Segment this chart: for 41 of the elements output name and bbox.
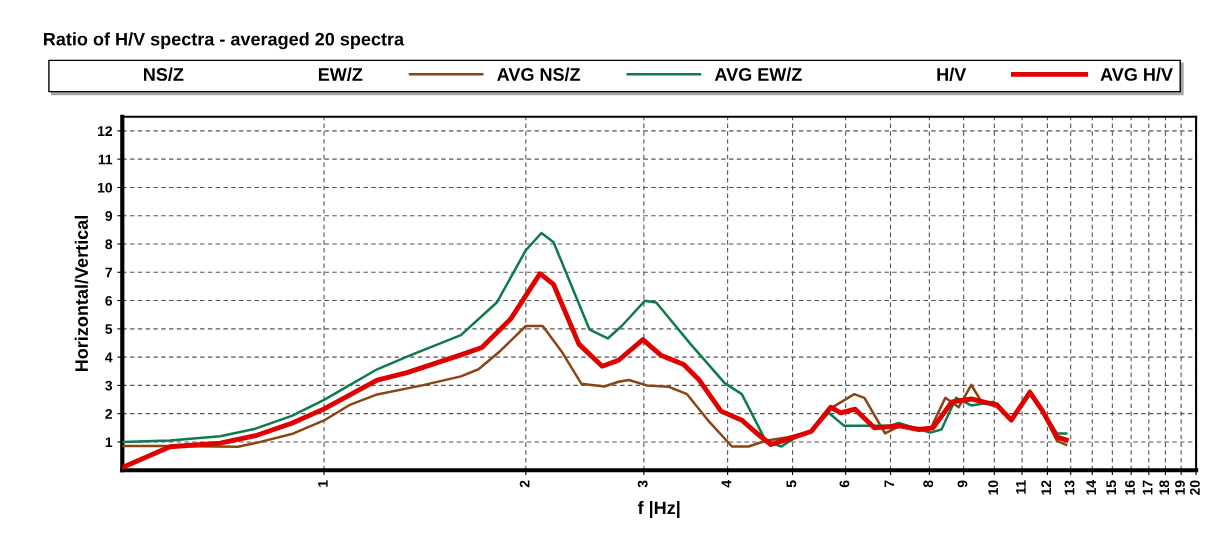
y-tick-label: 8 [105,239,113,250]
y-tick-label: 9 [105,211,113,221]
text: EW/Z [318,67,363,82]
x-tick-label: 9 [957,480,968,488]
y-tick-label: 4 [105,352,113,363]
y-tick-label: 2 [105,409,113,419]
y-tick-label: 11 [98,154,113,165]
y-tick-label: 1 [105,437,113,447]
chart-title: Ratio of H/V spectra - averaged 20 spectra [44,32,405,50]
x-tick-label: 17 [1142,480,1153,495]
y-tick-label: 7 [105,267,112,278]
x-tick-label: 19 [1175,480,1185,495]
x-tick-label: 2 [519,480,530,488]
x-tick-label: 16 [1125,480,1135,495]
x-tick-label: 6 [839,480,850,488]
y-tick-label: 12 [98,126,113,136]
x-tick-label: 3 [637,480,648,488]
x-tick-label: 12 [1041,480,1051,495]
y-tick-label: 6 [105,295,113,306]
x-tick-label: 20 [1189,480,1200,495]
text: NS/Z [144,67,184,82]
x-tick-label: 13 [1064,480,1075,495]
x-tick-label: 14 [1086,480,1096,495]
y-tick-label: 3 [105,380,113,391]
x-tick-label: 18 [1159,480,1170,495]
x-tick-label: 8 [923,480,934,488]
legend-label: AVG NS/Z [497,67,581,82]
x-tick-label: 15 [1106,480,1117,495]
legend-label: AVG H/V [1100,67,1173,82]
y-tick-label: 10 [98,182,113,193]
y-tick-label: 5 [105,324,113,335]
legend-label: AVG EW/Z [714,67,802,82]
x-tick-label: 10 [988,480,999,495]
x-tick-label: 11 [1016,480,1026,494]
text: H/V [937,67,967,82]
x-tick-label: 4 [721,480,732,488]
x-tick-label: 5 [786,480,797,488]
y-axis-title: Horizontal/Vertical [74,216,89,372]
x-tick-label: 7 [884,480,895,488]
x-axis-title: f |Hz| [637,500,680,519]
x-tick-label: 1 [318,480,328,487]
